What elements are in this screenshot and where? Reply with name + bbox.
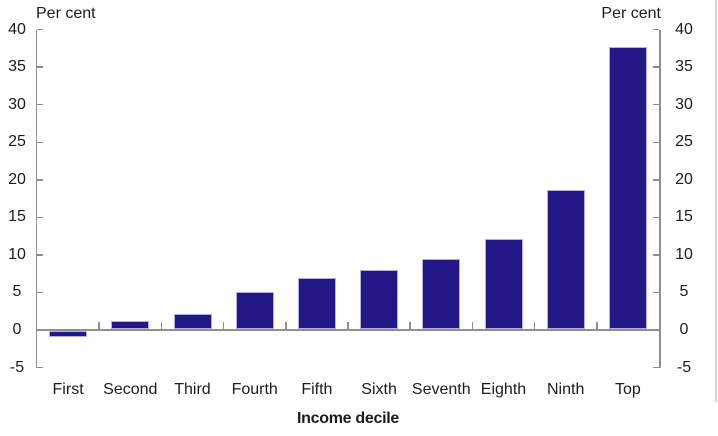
left-y-tick-label: 15 [8,208,26,226]
left-axis-unit-label: Per cent [36,5,96,22]
bar-fourth [235,291,274,329]
right-y-tick-label: 20 [675,170,693,188]
bar-eighth [484,239,523,329]
bar-seventh [422,258,461,329]
x-axis-tick [596,322,598,329]
right-y-tick [653,66,659,68]
right-y-tick [653,141,659,143]
left-y-tick-label: 20 [8,170,26,188]
x-category-label: Top [614,381,641,398]
left-y-tick-label: 40 [8,20,26,38]
x-category-label: Sixth [361,381,397,398]
left-y-tick [37,291,43,294]
x-category-label: Third [174,381,211,398]
left-y-tick-label: 5 [12,283,22,301]
x-axis-tick [533,322,536,329]
right-y-tick [653,291,659,294]
right-y-tick [653,216,659,219]
x-axis-tick [347,322,349,329]
right-y-axis-line [659,29,661,368]
x-category-label: Eighth [480,381,527,398]
right-y-tick [653,329,659,331]
x-axis-tick [409,322,411,329]
x-axis-tick [98,322,100,329]
right-y-tick-label: 10 [675,245,693,263]
x-category-label: Ninth [547,381,585,398]
left-y-tick [37,366,43,369]
x-category-label: Fifth [301,381,333,398]
left-y-tick-label: 35 [8,58,26,76]
left-y-tick [37,179,43,181]
left-y-tick-label: 30 [8,95,26,113]
bar-ninth [546,190,585,329]
right-y-tick [653,254,659,256]
bar-fifth [297,278,336,329]
left-y-axis-line [35,29,37,368]
bar-sixth [360,269,399,329]
left-y-tick [37,141,43,143]
x-axis-tick [285,322,287,329]
x-axis-tick [222,322,225,329]
x-axis-title: Income decile [297,410,399,427]
x-category-label: Second [103,381,158,398]
right-axis-unit-label: Per cent [601,5,661,22]
x-axis-tick [160,322,163,329]
x-axis-tick [471,322,474,329]
x-category-label: Seventh [411,381,471,398]
left-y-tick-label: 0 [12,321,22,338]
left-y-tick-label: 10 [8,245,26,263]
right-y-tick-label: 25 [675,133,693,151]
right-y-tick [653,28,659,31]
right-y-tick-label: 5 [679,283,689,301]
left-y-tick-label: 25 [8,133,26,151]
left-y-tick [37,103,43,106]
bar-top [608,46,647,329]
right-y-tick-label: 40 [675,20,693,38]
right-y-tick [653,103,659,106]
zero-baseline [35,329,661,331]
x-category-label: First [52,381,84,398]
bar-first [49,331,88,337]
right-y-tick-label: 0 [679,321,689,338]
x-category-label: Fourth [231,381,278,398]
right-y-tick [653,366,659,369]
bar-second [111,320,150,329]
left-y-tick [37,66,43,68]
left-y-tick [37,254,43,256]
right-y-tick-label: -5 [676,358,692,376]
left-y-tick [37,28,43,31]
right-y-tick-label: 35 [675,58,693,76]
right-y-tick-label: 30 [675,95,693,113]
bar-third [173,314,212,329]
left-y-tick-label: -5 [9,358,25,376]
right-y-tick-label: 15 [675,208,693,226]
page-edge-divider [715,0,717,402]
left-y-tick [37,329,43,331]
right-y-tick [653,179,659,181]
left-y-tick [37,216,43,219]
